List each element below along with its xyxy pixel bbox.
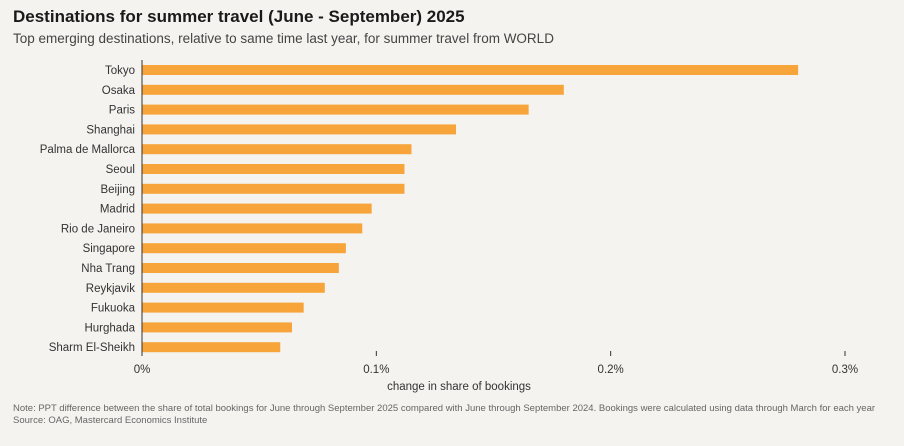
bar (142, 342, 281, 353)
category-label: Seoul (106, 164, 135, 176)
bar (142, 223, 363, 234)
note-text: Note: PPT difference between the share o… (13, 403, 876, 414)
x-tick-label: 0.2% (598, 364, 624, 376)
bar (142, 124, 457, 135)
bar (142, 203, 372, 214)
category-label: Sharm El-Sheikh (49, 342, 135, 354)
bar (142, 243, 346, 254)
footnote: Note: PPT difference between the share o… (13, 403, 893, 426)
category-label: Fukuoka (91, 303, 136, 315)
category-label: Singapore (83, 243, 135, 255)
category-label: Beijing (100, 184, 135, 196)
bar (142, 183, 405, 194)
chart-subtitle: Top emerging destinations, relative to s… (13, 31, 554, 46)
bar (142, 65, 799, 75)
x-tick-label: 0.1% (363, 364, 389, 376)
bar (142, 263, 339, 273)
category-label: Osaka (102, 85, 136, 97)
bar (142, 164, 405, 174)
bar-chart: Tokyo Osaka Paris Shanghai Palma de Mallorca… (40, 60, 858, 393)
bar (142, 144, 412, 155)
category-label: Hurghada (84, 322, 135, 334)
category-label: Madrid (100, 204, 135, 216)
bar (142, 282, 325, 293)
category-label: Tokyo (105, 65, 135, 77)
x-axis-title: change in share of bookings (387, 381, 531, 393)
category-label: Reykjavik (86, 283, 135, 295)
bar (142, 84, 564, 95)
category-label: Rio de Janeiro (61, 223, 135, 235)
x-tick-label: 0% (134, 364, 151, 376)
chart-title: Destinations for summer travel (June - S… (13, 7, 465, 26)
category-label: Shanghai (86, 124, 135, 136)
bar (142, 302, 304, 313)
source-text: Source: OAG, Mastercard Economics Instit… (13, 414, 208, 426)
bar (142, 322, 292, 333)
category-label: Palma de Mallorca (40, 144, 136, 156)
category-label: Paris (109, 105, 135, 117)
x-tick-label: 0.3% (832, 364, 858, 376)
category-label: Nha Trang (81, 263, 135, 275)
bar (142, 104, 529, 115)
